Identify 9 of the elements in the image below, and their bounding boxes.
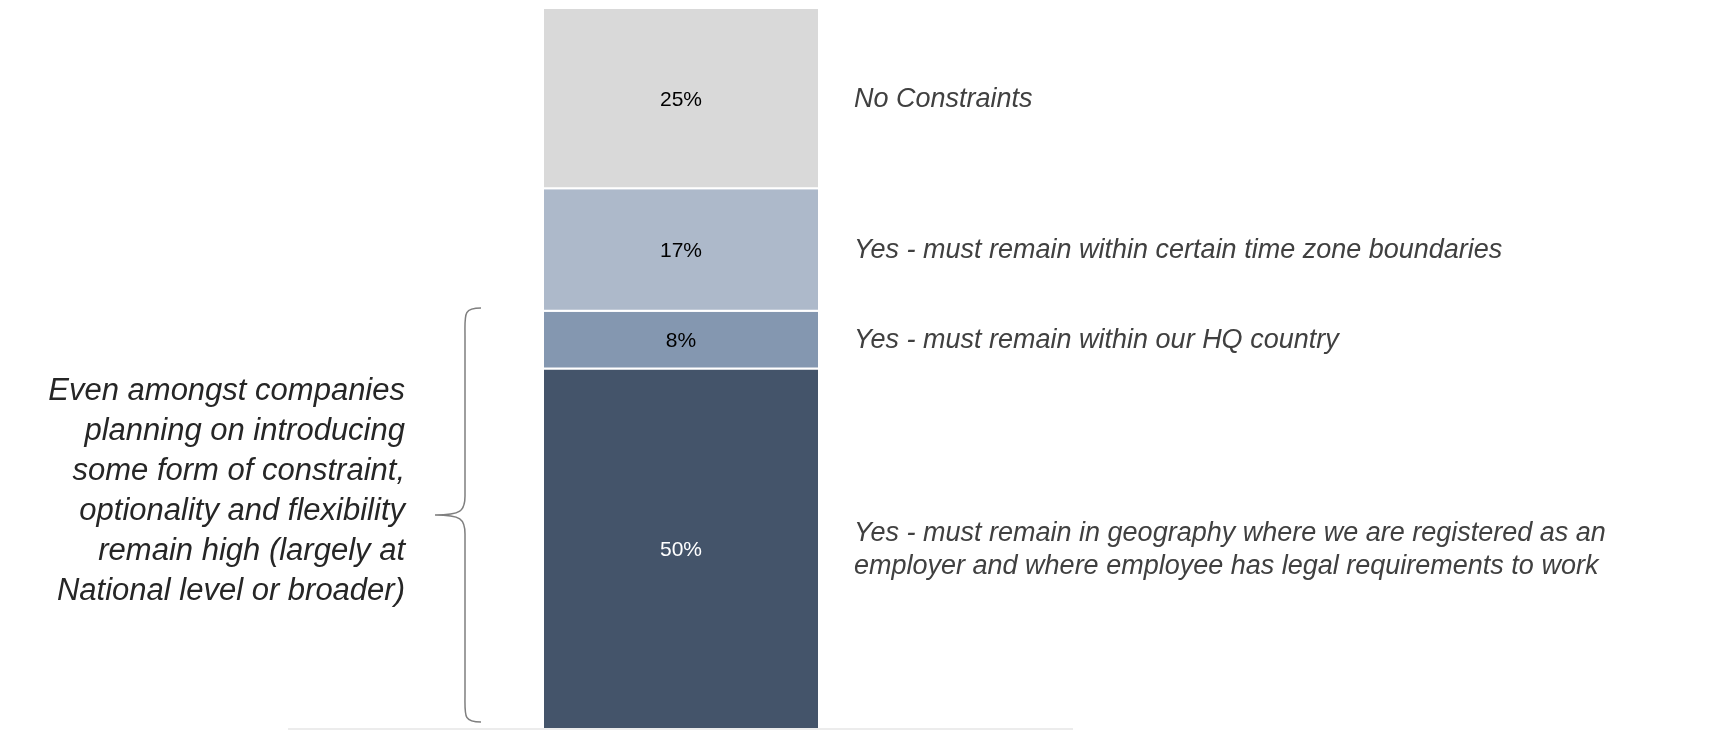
text: Even amongst companies planning on introducing some form of constraint, optionality and flexibility remain high (largely at National level or broader) <box>47 371 405 609</box>
data-label: 50% <box>659 537 703 561</box>
data-label: 17% <box>659 237 703 261</box>
data-label: 25% <box>659 86 703 110</box>
data-label: 8% <box>665 328 697 352</box>
series-label: Yes - must remain within certain time zone boundaries <box>854 233 1503 267</box>
series-label: Yes - must remain within our HQ country <box>854 323 1339 357</box>
series-label: Yes - must remain in geography where we are registered as an employer and where employee has legal requirements to work <box>854 515 1607 582</box>
series-label: No Constraints <box>854 81 1033 115</box>
